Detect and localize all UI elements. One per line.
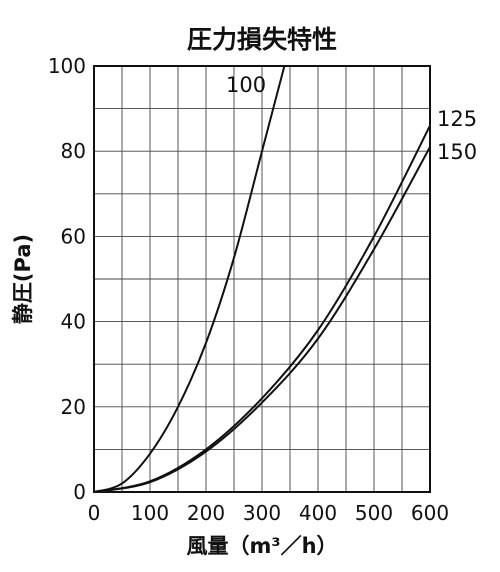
series-line-100 [94, 65, 286, 492]
plot-frame [93, 65, 431, 493]
x-tick-label: 200 [187, 501, 225, 525]
series-label-100: 100 [226, 73, 266, 97]
x-tick-label: 500 [355, 501, 393, 525]
y-tick-label: 60 [61, 224, 86, 248]
grid [94, 66, 430, 492]
y-tick-label: 40 [61, 310, 86, 334]
x-tick-label: 600 [411, 501, 449, 525]
x-tick-label: 300 [243, 501, 281, 525]
series-label-125: 125 [437, 107, 477, 131]
y-tick-label: 0 [73, 480, 86, 504]
y-tick-label: 80 [61, 139, 86, 163]
x-tick-label: 100 [131, 501, 169, 525]
x-tick-label: 0 [88, 501, 101, 525]
y-tick-label: 100 [48, 54, 86, 78]
y-axis-title: 静圧(Pa) [11, 234, 35, 324]
series-label-150: 150 [437, 140, 477, 164]
series-line-150 [94, 146, 430, 492]
x-axis-title: 風量（m³／h） [186, 534, 337, 558]
series-lines [94, 65, 430, 492]
y-tick-label: 20 [61, 395, 86, 419]
chart-title: 圧力損失特性 [187, 25, 337, 54]
x-tick-label: 400 [299, 501, 337, 525]
series-labels: 100 125 150 [226, 73, 477, 164]
tick-labels: 0 100 200 300 400 500 600 0 20 40 60 80 100 [48, 54, 449, 525]
